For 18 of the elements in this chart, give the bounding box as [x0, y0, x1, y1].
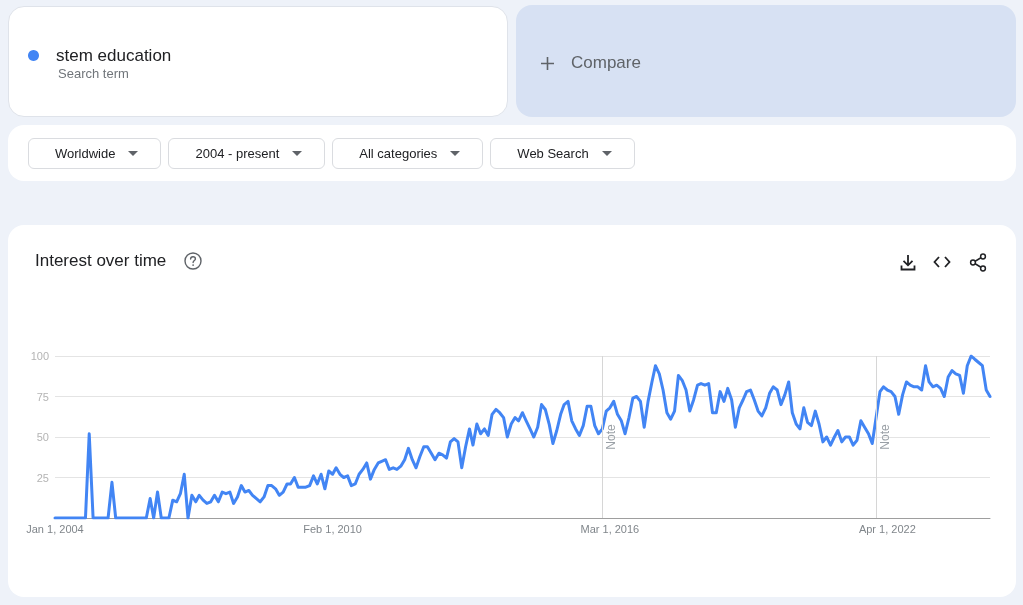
- line-series: [53, 354, 992, 520]
- chart-title: Interest over time: [35, 251, 167, 270]
- dropdown: 2004 - present: [168, 138, 326, 169]
- x-tick-label: Feb 1, 2010: [303, 522, 362, 535]
- x-tick-label: Jan 1, 2004: [26, 522, 84, 535]
- y-tick-label: 100: [30, 350, 49, 362]
- legend-label: stem education: [56, 46, 172, 65]
- y-tick-label: 50: [36, 431, 49, 443]
- y-tick-label: 75: [36, 390, 49, 403]
- x-tick-label: Mar 1, 2016: [580, 522, 640, 535]
- compare-button: Compare: [516, 5, 1016, 117]
- y-tick-label: 25: [36, 471, 49, 484]
- dropdown: All categories: [332, 138, 484, 169]
- ref-line-label: Note: [878, 424, 893, 450]
- ref-line-label: Note: [604, 424, 619, 450]
- dropdown: Web Search: [490, 138, 635, 169]
- dropdown: Worldwide: [28, 138, 162, 169]
- x-tick-label: Apr 1, 2022: [858, 522, 916, 535]
